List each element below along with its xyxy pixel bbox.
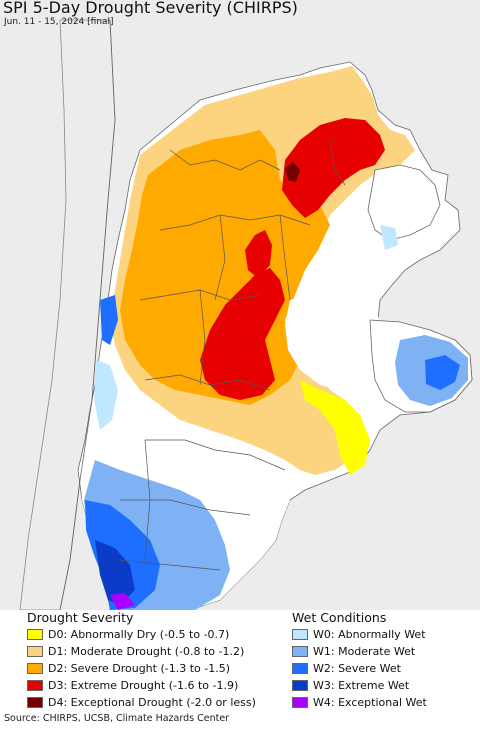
wet-legend-swatch bbox=[292, 645, 308, 657]
uruguay-wet-strong bbox=[425, 355, 460, 390]
wet-legend-swatch bbox=[292, 628, 308, 640]
wet-west-light bbox=[94, 360, 118, 430]
wet-legend-label: W4: Exceptional Wet bbox=[313, 695, 427, 709]
wet-west bbox=[100, 295, 118, 345]
drought-legend-swatch bbox=[27, 645, 43, 657]
d3-strip bbox=[245, 230, 272, 278]
drought-legend-row: D2: Severe Drought (-1.3 to -1.5) bbox=[27, 661, 230, 675]
drought-map bbox=[0, 0, 480, 610]
drought-legend-label: D4: Exceptional Drought (-2.0 or less) bbox=[48, 695, 256, 709]
drought-legend-row: D1: Moderate Drought (-0.8 to -1.2) bbox=[27, 644, 244, 658]
map-title: SPI 5-Day Drought Severity (CHIRPS) bbox=[3, 0, 298, 17]
d3-central bbox=[200, 268, 285, 400]
chile-border bbox=[59, 19, 116, 610]
wet-legend-row: W0: Abnormally Wet bbox=[292, 627, 426, 641]
drought-legend-label: D0: Abnormally Dry (-0.5 to -0.7) bbox=[48, 627, 230, 641]
drought-legend-swatch bbox=[27, 679, 43, 691]
wet-legend-swatch bbox=[292, 696, 308, 708]
wet-south-w3 bbox=[95, 540, 135, 605]
wet-legend-swatch bbox=[292, 679, 308, 691]
d0-east bbox=[300, 380, 370, 475]
drought-legend-label: D2: Severe Drought (-1.3 to -1.5) bbox=[48, 661, 231, 675]
drought-legend-swatch bbox=[27, 662, 43, 674]
drought-legend-title: Drought Severity bbox=[27, 610, 134, 625]
normal-east bbox=[285, 290, 380, 390]
source-note: Source: CHIRPS, UCSB, Climate Hazards Ce… bbox=[4, 713, 230, 724]
d4-spot bbox=[285, 162, 300, 182]
wet-legend-row: W4: Exceptional Wet bbox=[292, 695, 427, 709]
province-borders bbox=[119, 139, 346, 571]
drought-legend-row: D4: Exceptional Drought (-2.0 or less) bbox=[27, 695, 256, 709]
wet-legend-row: W3: Extreme Wet bbox=[292, 678, 409, 692]
wet-legend-row: W2: Severe Wet bbox=[292, 661, 401, 675]
northeast-w0 bbox=[380, 225, 398, 250]
drought-legend-label: D1: Moderate Drought (-0.8 to -1.2) bbox=[48, 644, 245, 658]
drought-legend-label: D3: Extreme Drought (-1.6 to -1.9) bbox=[48, 678, 239, 692]
drought-legend-swatch bbox=[27, 628, 43, 640]
wet-legend-label: W2: Severe Wet bbox=[313, 661, 401, 675]
wet-south-w2 bbox=[85, 500, 160, 610]
drought-legend-row: D0: Abnormally Dry (-0.5 to -0.7) bbox=[27, 627, 229, 641]
wet-south-w4 bbox=[110, 593, 135, 610]
drought-legend-row: D3: Extreme Drought (-1.6 to -1.9) bbox=[27, 678, 238, 692]
map-subtitle: Jun. 11 - 15, 2024 [final] bbox=[4, 17, 114, 27]
wet-legend-label: W0: Abnormally Wet bbox=[313, 627, 426, 641]
wet-legend-title: Wet Conditions bbox=[292, 610, 387, 625]
d3-north bbox=[282, 118, 385, 218]
northeast-white bbox=[367, 164, 441, 241]
d2-area bbox=[120, 130, 330, 405]
wet-legend-label: W1: Moderate Wet bbox=[313, 644, 416, 658]
wet-legend-swatch bbox=[292, 662, 308, 674]
drought-legend-swatch bbox=[27, 696, 43, 708]
wet-legend-label: W3: Extreme Wet bbox=[313, 678, 410, 692]
wet-legend-row: W1: Moderate Wet bbox=[292, 644, 415, 658]
